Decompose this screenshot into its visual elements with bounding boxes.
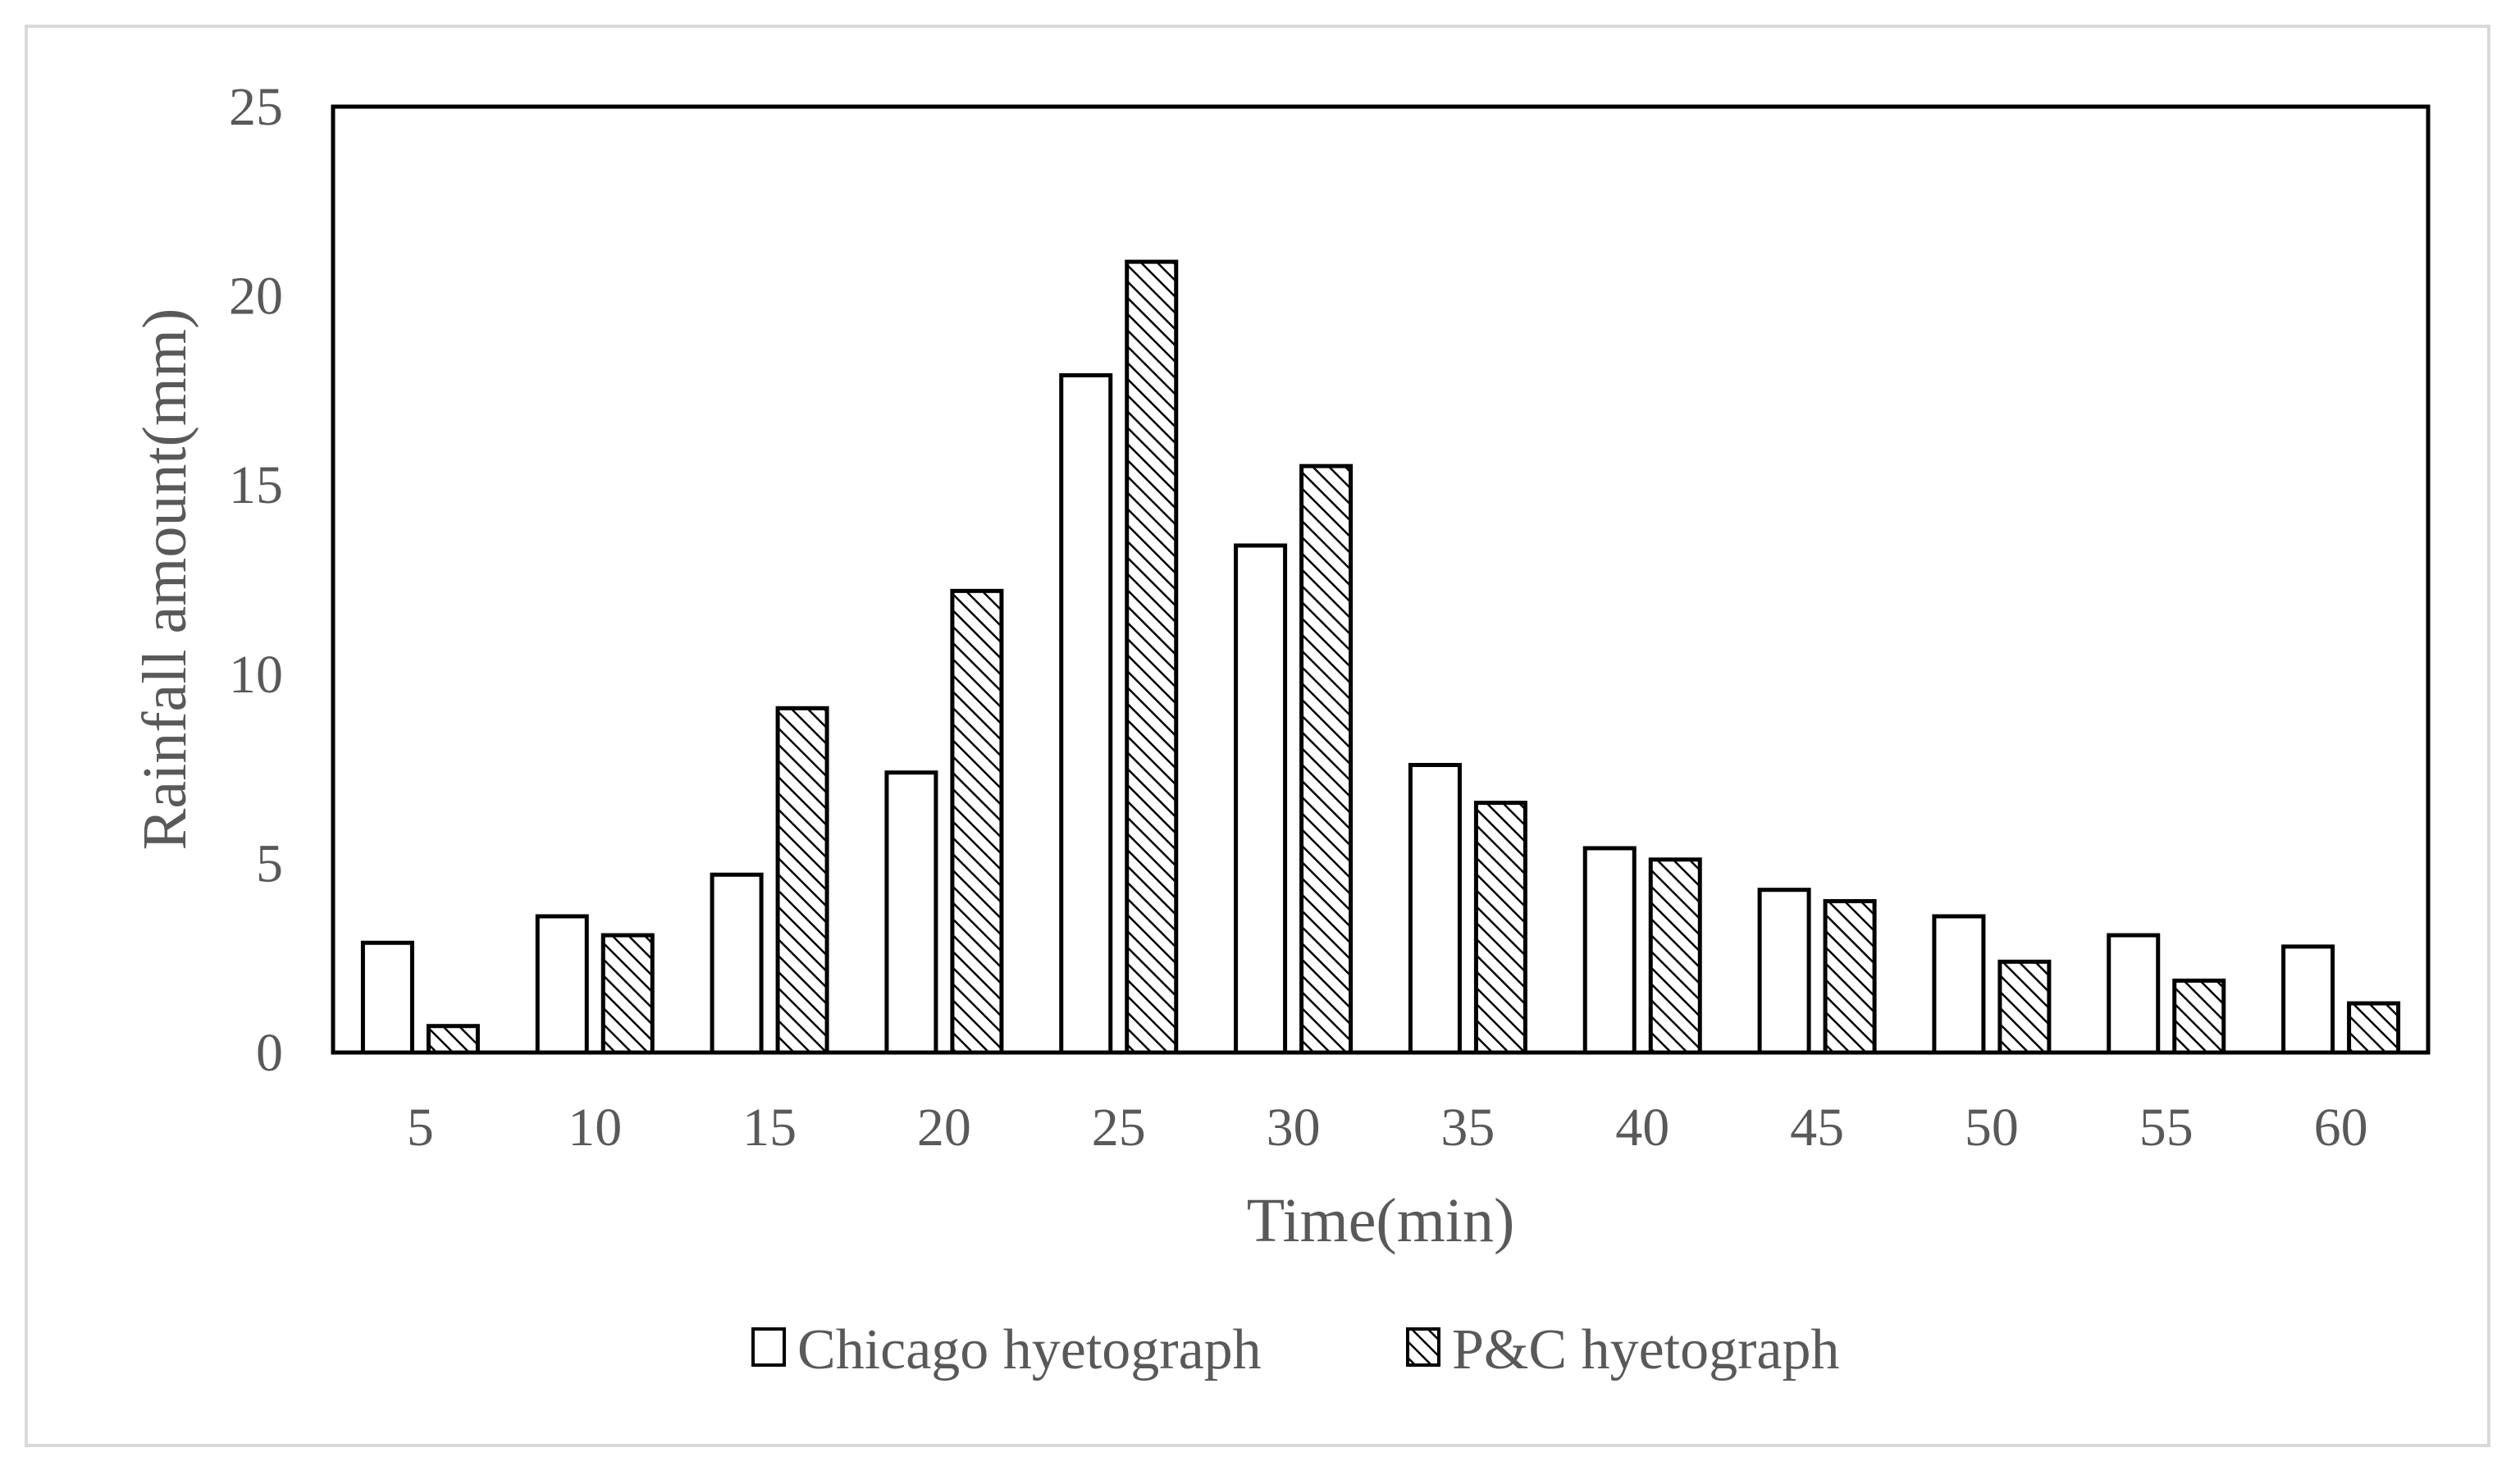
x-tick-label: 20 <box>917 1098 971 1158</box>
x-axis-ticks: 5 10 15 20 25 30 35 40 45 50 55 60 <box>407 1098 2368 1158</box>
bar-pc-50 <box>1997 959 2052 1055</box>
bar-pc-15 <box>775 706 829 1055</box>
bar-chicago-40 <box>1582 846 1637 1055</box>
x-tick-label: 10 <box>568 1098 622 1158</box>
bar-chicago-10 <box>535 914 589 1055</box>
bar-chicago-20 <box>884 770 938 1055</box>
bar-pc-20 <box>950 588 1004 1055</box>
y-axis-title: Rainfall amount(mm) <box>130 308 199 851</box>
legend-label-chicago: Chicago hyetograph <box>797 1318 1262 1381</box>
bar-chicago-25 <box>1059 372 1113 1055</box>
x-tick-label: 30 <box>1267 1098 1321 1158</box>
bar-chicago-35 <box>1408 762 1462 1055</box>
x-tick-label: 15 <box>742 1098 797 1158</box>
legend-label-pc: P&C hyetograph <box>1452 1318 1839 1381</box>
bar-pc-10 <box>600 933 655 1055</box>
x-tick-label: 60 <box>2314 1098 2368 1158</box>
bar-chicago-5 <box>360 940 414 1055</box>
bar-chicago-15 <box>710 872 764 1055</box>
x-tick-label: 50 <box>1965 1098 2019 1158</box>
bar-pc-25 <box>1125 259 1179 1055</box>
x-tick-label: 35 <box>1440 1098 1495 1158</box>
bar-chicago-55 <box>2107 933 2161 1055</box>
bar-chicago-45 <box>1757 888 1811 1055</box>
bar-chicago-60 <box>2281 944 2335 1055</box>
x-tick-label: 55 <box>2139 1098 2194 1158</box>
y-tick-label: 15 <box>229 455 283 515</box>
bar-pc-45 <box>1823 899 1877 1055</box>
bar-pc-55 <box>2172 978 2226 1055</box>
bar-chicago-50 <box>1932 914 1986 1055</box>
y-tick-label: 0 <box>256 1023 283 1083</box>
y-axis-ticks: 0 5 10 15 20 25 <box>229 77 283 1083</box>
x-tick-label: 45 <box>1790 1098 1844 1158</box>
y-tick-label: 25 <box>229 77 283 137</box>
bar-pc-5 <box>426 1024 480 1055</box>
bar-pc-35 <box>1473 801 1527 1055</box>
legend-swatch-chicago <box>751 1327 786 1367</box>
x-tick-label: 40 <box>1615 1098 1669 1158</box>
bar-pc-60 <box>2347 1001 2401 1055</box>
plot-area-border <box>331 104 2431 1055</box>
legend: Chicago hyetograph P&C hyetograph <box>751 1318 1839 1381</box>
bar-pc-40 <box>1648 857 1702 1055</box>
bar-chicago-30 <box>1234 543 1288 1055</box>
y-tick-label: 10 <box>229 645 283 705</box>
x-tick-label: 5 <box>407 1098 434 1158</box>
x-axis-title: Time(min) <box>1247 1186 1515 1255</box>
legend-swatch-pc <box>1406 1327 1440 1367</box>
bars <box>360 259 2401 1055</box>
y-tick-label: 20 <box>229 267 283 327</box>
x-tick-label: 25 <box>1092 1098 1146 1158</box>
bar-pc-30 <box>1299 464 1354 1055</box>
y-tick-label: 5 <box>256 833 283 893</box>
